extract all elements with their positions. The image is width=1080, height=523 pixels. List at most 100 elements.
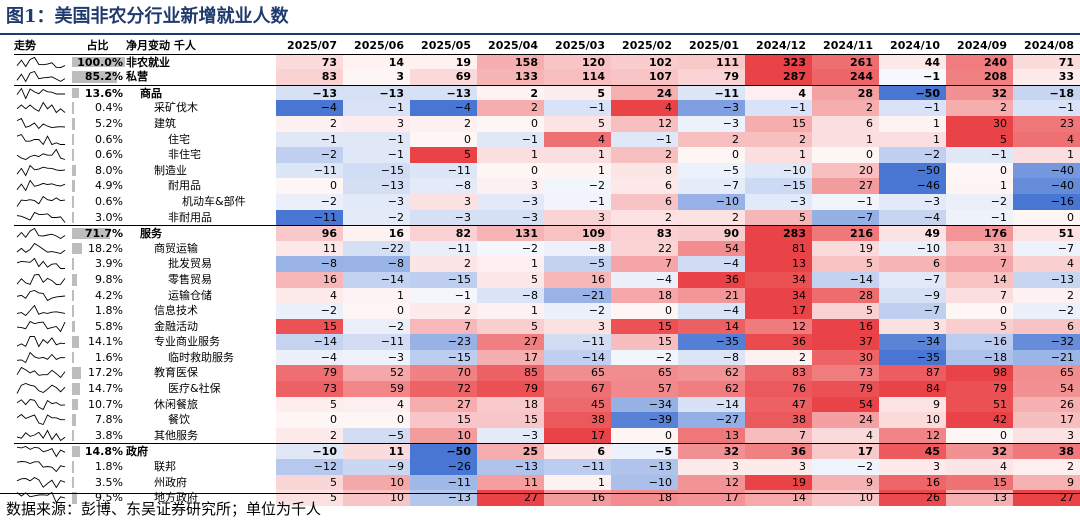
value-cell: −13 <box>343 85 410 101</box>
value-cell: −2 <box>276 303 343 319</box>
table-row: 3.0% 非耐用品 −11 −2 −3 −3 3 2 2 5 −7 −4 −1 0 <box>14 209 1080 226</box>
value-cell: 4 <box>611 100 678 116</box>
table-row: 17.2% 教育医保 79 52 70 85 65 65 62 83 73 87 98 65 <box>14 365 1080 382</box>
value-cell: 7 <box>946 287 1013 304</box>
header-month: 2024/09 <box>957 39 1007 52</box>
sparkline-path <box>16 336 66 348</box>
trend-sparkline <box>14 350 70 366</box>
sparkline-path <box>16 429 66 441</box>
value-cell: 107 <box>611 69 678 85</box>
industry-name: 私营 <box>126 70 148 84</box>
value-cell: 14 <box>745 490 812 506</box>
value-cell: 1 <box>477 303 544 319</box>
value-cell: −5 <box>544 256 611 272</box>
value-cell: −11 <box>343 334 410 350</box>
industry-name: 零售贸易 <box>168 272 212 286</box>
value-cell: 6 <box>611 178 678 194</box>
value-cell: 4 <box>745 85 812 101</box>
value-cell: 14 <box>946 271 1013 288</box>
value-cell: −32 <box>1013 334 1080 350</box>
value-cell: 109 <box>544 226 611 241</box>
value-cell: 0 <box>1013 209 1080 226</box>
value-cell: 12 <box>879 427 946 444</box>
value-cell: 0 <box>812 147 879 163</box>
value-cell: 15 <box>611 318 678 335</box>
value-cell: −7 <box>678 178 745 194</box>
share-value: 0.6% <box>95 132 123 146</box>
value-cell: 2 <box>745 349 812 366</box>
share-bar <box>72 476 74 489</box>
value-cell: −23 <box>410 334 477 350</box>
value-cell: 0 <box>276 178 343 194</box>
value-cell: 16 <box>812 318 879 335</box>
value-cell: 5 <box>276 474 343 491</box>
value-cell: 0 <box>276 412 343 428</box>
table-row: 0.6% 机动车&部件 −2 −3 3 −3 −1 6 −10 −3 −1 −3 −2 −16 <box>14 193 1080 210</box>
value-cell: 23 <box>1013 115 1080 132</box>
value-cell: 57 <box>611 381 678 397</box>
share-bar <box>72 414 77 426</box>
value-cell: −3 <box>477 193 544 210</box>
value-cell: −50 <box>879 162 946 179</box>
industry-name: 临时救助服务 <box>168 350 234 364</box>
value-cell: 30 <box>946 115 1013 132</box>
industry-name: 联邦 <box>154 460 176 474</box>
sparkline-path <box>16 148 66 161</box>
value-cell: 79 <box>946 381 1013 397</box>
trend-sparkline <box>14 412 70 428</box>
value-cell: −2 <box>1013 303 1080 319</box>
value-cell: 2 <box>276 115 343 132</box>
share-value: 17.2% <box>88 366 123 380</box>
value-cell: −3 <box>410 209 477 226</box>
value-cell: 65 <box>544 365 611 382</box>
share-value: 1.8% <box>95 460 123 474</box>
value-cell: 15 <box>946 474 1013 491</box>
value-cell: 10 <box>343 490 410 506</box>
value-cell: −11 <box>544 459 611 475</box>
value-cell: 79 <box>678 69 745 85</box>
value-cell: 2 <box>477 85 544 101</box>
value-cell: −4 <box>678 303 745 319</box>
value-cell: −18 <box>1013 85 1080 101</box>
trend-sparkline <box>14 132 70 148</box>
value-cell: 4 <box>1013 256 1080 272</box>
value-cell: 65 <box>611 365 678 382</box>
trend-sparkline <box>14 55 70 70</box>
value-cell: 45 <box>879 444 946 460</box>
value-cell: 5 <box>745 209 812 226</box>
value-cell: 9 <box>879 396 946 413</box>
value-cell: −3 <box>343 193 410 210</box>
value-cell: 96 <box>276 226 343 241</box>
value-cell: 0 <box>343 303 410 319</box>
value-cell: 14 <box>343 54 410 70</box>
table-row: 14.1% 专业商业服务 −14 −11 −23 27 −11 15 −35 36 37 −34 −16… <box>14 334 1080 350</box>
value-cell: −4 <box>611 271 678 288</box>
value-cell: 45 <box>544 396 611 413</box>
title-rule <box>0 33 1080 35</box>
value-cell: −14 <box>678 396 745 413</box>
value-cell: −26 <box>410 459 477 475</box>
value-cell: 33 <box>1013 69 1080 85</box>
value-cell: −7 <box>879 303 946 319</box>
table-row: 8.0% 制造业 −11 −15 −11 0 1 8 −5 −10 20 −50 0 −40 <box>14 162 1080 179</box>
share-cell: 13.6% <box>72 86 125 101</box>
value-cell: 5 <box>812 256 879 272</box>
trend-sparkline <box>14 163 70 179</box>
trend-sparkline <box>14 210 70 226</box>
value-cell: 27 <box>1013 490 1080 506</box>
value-cell: 25 <box>477 444 544 460</box>
share-cell: 0.6% <box>72 194 125 210</box>
share-cell: 9.5% <box>72 490 125 506</box>
value-cell: 2 <box>477 100 544 116</box>
header-month: 2024/10 <box>890 39 940 52</box>
table-row: 85.2% 私营 83 3 69 133 114 107 79 287 244 −1 208 33 <box>14 69 1080 85</box>
value-cell: 84 <box>879 381 946 397</box>
sparkline-path <box>16 320 66 333</box>
sparkline-path <box>16 367 66 379</box>
value-cell: 0 <box>678 147 745 163</box>
share-cell: 100.0% <box>72 55 125 70</box>
value-cell: 83 <box>276 69 343 85</box>
value-cell: 1 <box>879 115 946 132</box>
value-cell: −2 <box>544 178 611 194</box>
value-cell: 72 <box>410 381 477 397</box>
